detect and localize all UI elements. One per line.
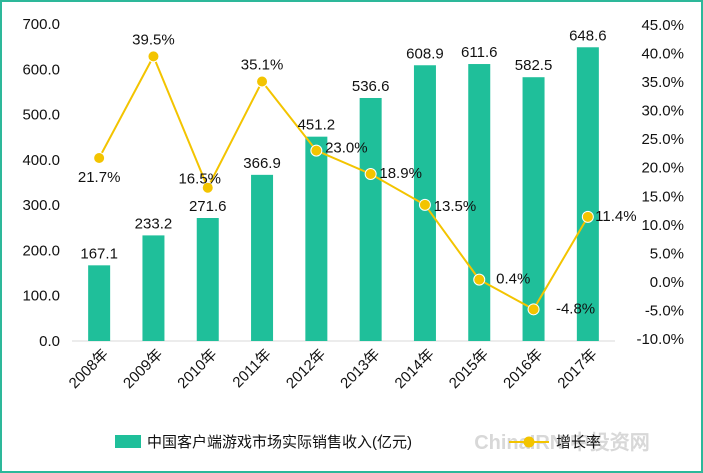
growth-rate-point: [201, 181, 214, 194]
growth-rate-label: 11.4%: [595, 208, 636, 225]
left-axis-tick-label: 600.0: [22, 61, 60, 78]
growth-rate-point: [473, 273, 486, 286]
watermark-text: ChinaIRN 中投资网: [474, 430, 650, 454]
growth-rate-label: 35.1%: [241, 57, 284, 74]
bar: [305, 136, 328, 341]
bar-value-label: 608.9: [406, 45, 444, 62]
bar-value-label: 648.6: [569, 27, 607, 44]
growth-rate-label: 39.5%: [132, 31, 175, 48]
right-axis-tick-label: 0.0%: [650, 274, 684, 291]
legend-line-marker: [523, 436, 535, 448]
left-axis-tick-label: 300.0: [22, 197, 60, 214]
left-axis-tick-label: 100.0: [22, 288, 60, 305]
growth-rate-point: [527, 303, 540, 316]
legend-bar-label: 中国客户端游戏市场实际销售收入(亿元): [147, 434, 412, 451]
x-axis-tick-label: 2013年: [337, 346, 383, 392]
x-axis-tick-label: 2015年: [446, 346, 492, 392]
x-axis-tick-label: 2017年: [554, 346, 600, 392]
bar-value-label: 536.6: [352, 78, 390, 95]
x-axis-tick-label: 2010年: [174, 346, 220, 392]
bar-value-label: 167.1: [80, 245, 118, 262]
growth-rate-label: 21.7%: [78, 169, 121, 186]
growth-rate-point: [364, 168, 377, 181]
legend-bar-swatch: [115, 435, 141, 448]
bar: [522, 77, 545, 341]
growth-rate-point: [418, 198, 431, 211]
growth-rate-point: [147, 50, 160, 63]
bar: [196, 218, 219, 341]
growth-rate-label: 16.5%: [178, 171, 221, 188]
legend-line-label: 增长率: [556, 434, 601, 451]
bar-value-label: 271.6: [189, 198, 227, 215]
x-axis-tick-label: 2009年: [120, 346, 166, 392]
right-axis-tick-label: 30.0%: [641, 103, 684, 120]
right-axis-tick-label: 5.0%: [650, 245, 684, 262]
bar: [88, 265, 111, 341]
growth-rate-line: [98, 54, 589, 311]
left-axis-tick-label: 200.0: [22, 242, 60, 259]
growth-rate-label: 13.5%: [434, 198, 477, 215]
bar-value-label: 582.5: [515, 57, 553, 74]
left-axis-tick-label: 400.0: [22, 152, 60, 169]
right-axis-tick-label: 20.0%: [641, 160, 684, 177]
right-axis-tick-label: -10.0%: [636, 331, 684, 348]
growth-rate-label: 18.9%: [379, 165, 422, 182]
bar-value-label: 233.2: [135, 215, 173, 232]
x-axis-tick-label: 2011年: [229, 346, 274, 391]
x-axis-tick-label: 2016年: [500, 346, 546, 392]
right-axis-tick-label: 35.0%: [641, 74, 684, 91]
growth-rate-label: 0.4%: [496, 271, 530, 288]
x-axis-tick-label: 2008年: [66, 346, 112, 392]
bar-value-label: 611.6: [461, 44, 497, 61]
left-axis-tick-label: 700.0: [22, 16, 60, 33]
right-axis-tick-label: 40.0%: [641, 46, 684, 63]
growth-rate-label: -4.8%: [556, 300, 595, 317]
left-axis-tick-label: 500.0: [22, 107, 60, 124]
left-axis-tick-label: 0.0: [39, 333, 60, 350]
x-axis-tick-label: 2012年: [283, 346, 329, 392]
right-axis-tick-label: -5.0%: [645, 302, 684, 319]
growth-rate-point: [93, 152, 106, 165]
right-axis-tick-label: 45.0%: [641, 17, 684, 34]
growth-rate-point: [581, 210, 594, 223]
bar: [251, 174, 274, 341]
x-axis-tick-label: 2014年: [392, 346, 438, 392]
growth-rate-label: 23.0%: [325, 140, 368, 157]
growth-rate-point: [310, 144, 323, 157]
bar: [576, 47, 599, 341]
bar: [142, 235, 165, 341]
right-axis-tick-label: 10.0%: [641, 217, 684, 234]
right-axis-tick-label: 25.0%: [641, 131, 684, 148]
growth-rate-point: [256, 75, 269, 88]
bar-value-label: 366.9: [243, 155, 281, 172]
bar: [359, 97, 382, 341]
right-axis-tick-label: 15.0%: [641, 188, 684, 205]
bar-value-label: 451.2: [298, 117, 336, 134]
